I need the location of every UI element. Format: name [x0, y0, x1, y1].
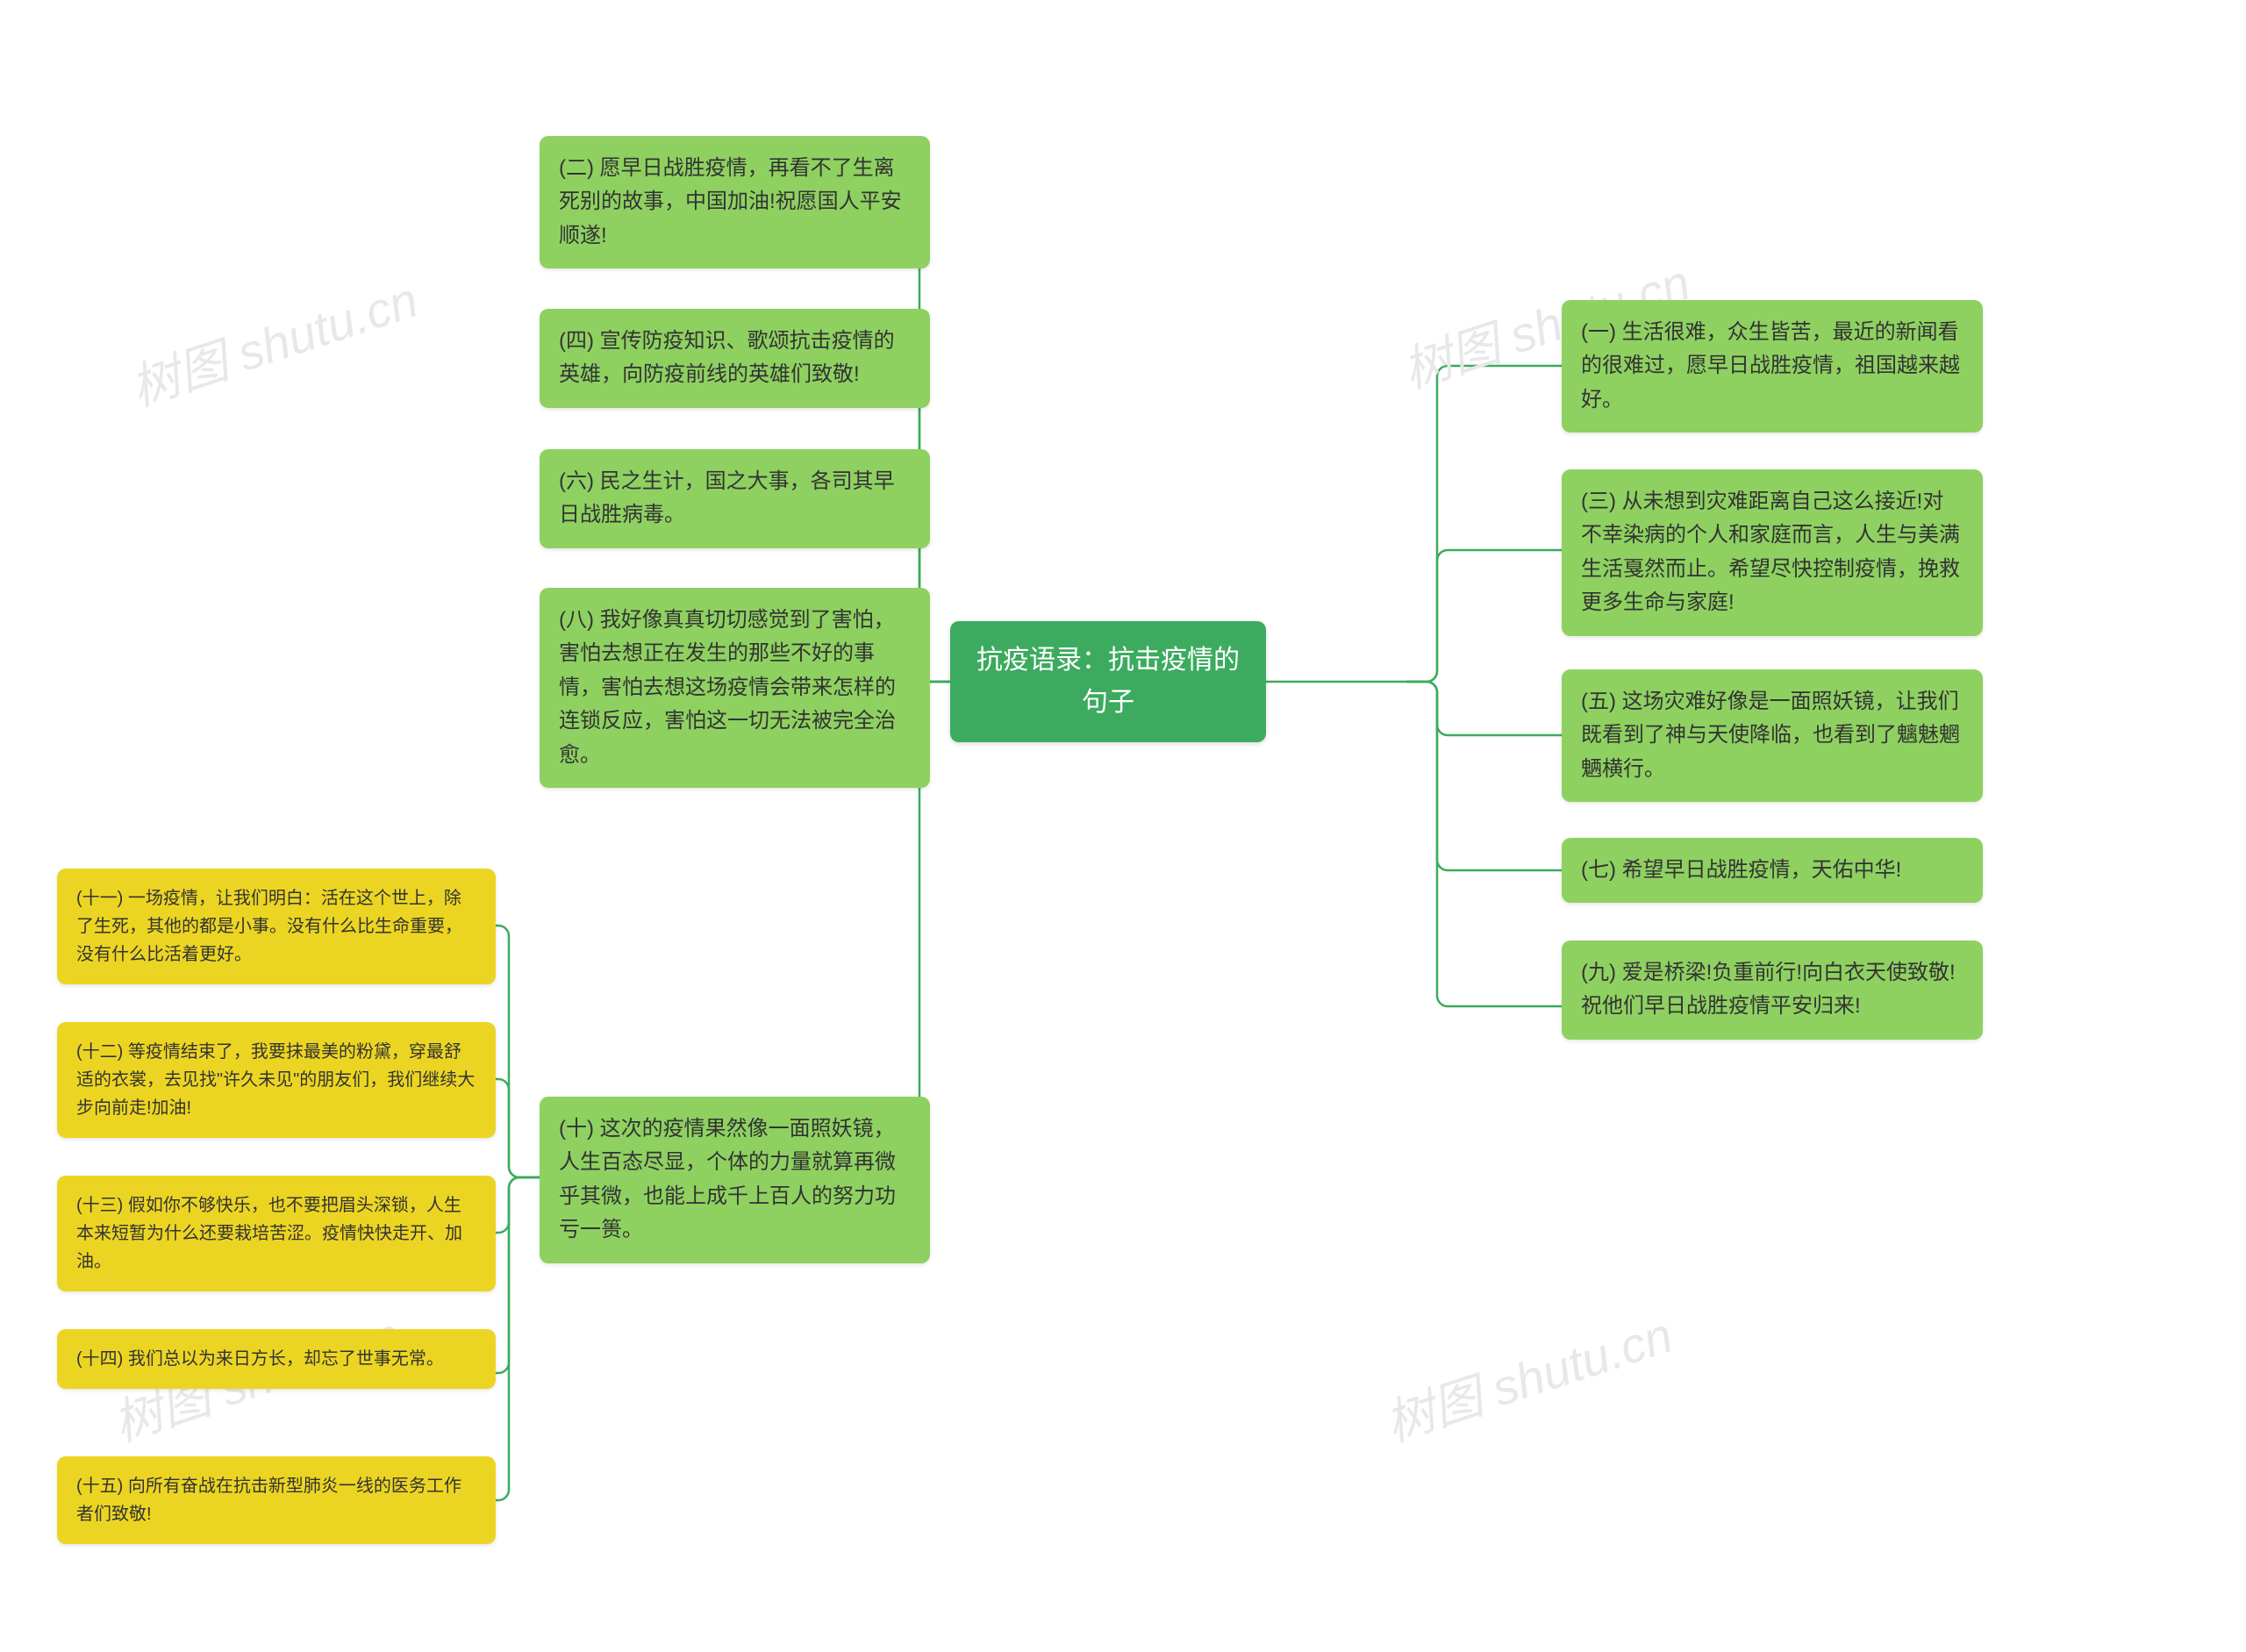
left-node-8[interactable]: (八) 我好像真真切切感觉到了害怕，害怕去想正在发生的那些不好的事情，害怕去想这…: [540, 588, 930, 788]
left-node-6[interactable]: (六) 民之生计，国之大事，各司其早日战胜病毒。: [540, 449, 930, 548]
left-node-4[interactable]: (四) 宣传防疫知识、歌颂抗击疫情的英雄，向防疫前线的英雄们致敬!: [540, 309, 930, 408]
connector-layer: [0, 0, 2246, 1652]
watermark: 树图 shutu.cn: [120, 261, 426, 420]
right-node-1[interactable]: (一) 生活很难，众生皆苦，最近的新闻看的很难过，愿早日战胜疫情，祖国越来越好。: [1562, 300, 1983, 433]
yellow-node-14[interactable]: (十四) 我们总以为来日方长，却忘了世事无常。: [57, 1329, 496, 1389]
right-node-5[interactable]: (五) 这场灾难好像是一面照妖镜，让我们既看到了神与天使降临，也看到了魑魅魍魉横…: [1562, 669, 1983, 802]
right-node-9[interactable]: (九) 爱是桥梁!负重前行!向白衣天使致敬!祝他们早日战胜疫情平安归来!: [1562, 940, 1983, 1040]
right-node-3[interactable]: (三) 从未想到灾难距离自己这么接近!对不幸染病的个人和家庭而言，人生与美满生活…: [1562, 469, 1983, 636]
right-node-7[interactable]: (七) 希望早日战胜疫情，天佑中华!: [1562, 838, 1983, 903]
yellow-node-12[interactable]: (十二) 等疫情结束了，我要抹最美的粉黛，穿最舒适的衣裳，去见找"许久未见"的朋…: [57, 1022, 496, 1138]
left-node-2[interactable]: (二) 愿早日战胜疫情，再看不了生离死别的故事，中国加油!祝愿国人平安顺遂!: [540, 136, 930, 268]
yellow-node-15[interactable]: (十五) 向所有奋战在抗击新型肺炎一线的医务工作者们致敬!: [57, 1456, 496, 1544]
yellow-node-11[interactable]: (十一) 一场疫情，让我们明白：活在这个世上，除了生死，其他的都是小事。没有什么…: [57, 869, 496, 984]
watermark: 树图 shutu.cn: [1375, 1296, 1680, 1455]
yellow-node-13[interactable]: (十三) 假如你不够快乐，也不要把眉头深锁，人生本来短暂为什么还要栽培苦涩。疫情…: [57, 1176, 496, 1291]
left-node-10[interactable]: (十) 这次的疫情果然像一面照妖镜，人生百态尽显，个体的力量就算再微乎其微，也能…: [540, 1097, 930, 1263]
center-node[interactable]: 抗疫语录：抗击疫情的句子: [950, 621, 1266, 742]
